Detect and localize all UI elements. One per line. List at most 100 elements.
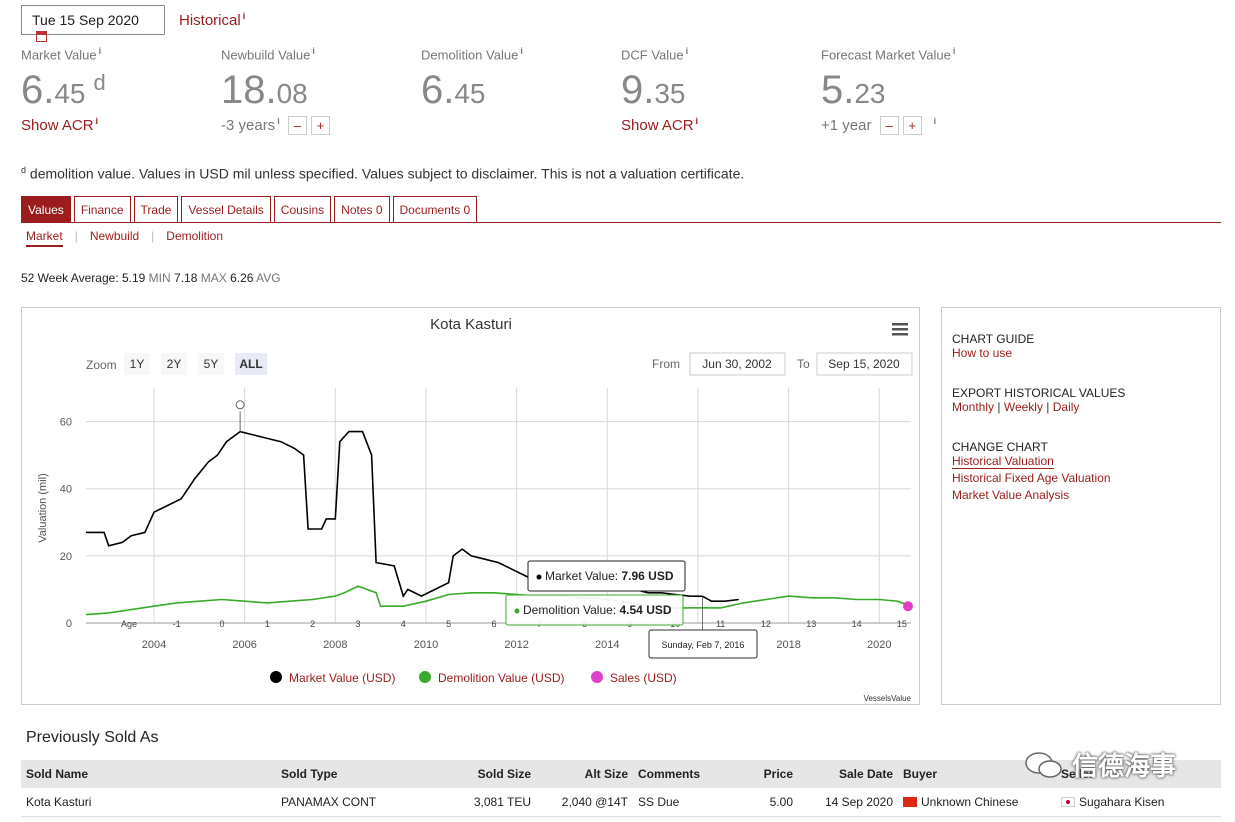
age-tick-label: 3 [355, 619, 360, 629]
x-tick-label: 2020 [867, 639, 891, 651]
column-header[interactable]: Alt Size [536, 760, 633, 788]
age-tick-label: 2 [310, 619, 315, 629]
increment-button[interactable]: + [902, 116, 922, 136]
zoom-2y-button[interactable]: 2Y [161, 353, 187, 375]
x-tick-label: 2008 [323, 639, 347, 651]
y-tick-label: 40 [60, 484, 72, 496]
info-icon[interactable]: i [95, 116, 99, 127]
increment-button[interactable]: + [310, 116, 330, 136]
to-date-input[interactable] [816, 352, 913, 376]
info-icon[interactable]: i [277, 116, 280, 127]
comments-link[interactable]: SS Due [633, 788, 738, 817]
age-tick-label: 11 [716, 619, 725, 629]
svg-text:Sunday, Feb 7, 2016: Sunday, Feb 7, 2016 [662, 640, 745, 650]
zoom-5y-button[interactable]: 5Y [198, 353, 224, 375]
how-to-use-link[interactable]: How to use [952, 346, 1013, 360]
legend-item-2[interactable]: Sales (USD) [591, 671, 677, 685]
date-picker[interactable]: Tue 15 Sep 2020 [21, 5, 165, 42]
subtab-market[interactable]: Market [26, 229, 63, 247]
previously-sold-table: Sold Name Sold Type Sold Size Alt Size C… [21, 760, 1221, 817]
metric-dcf-value: DCF Value i 9.35 Show ACR i [621, 46, 698, 134]
fixed-age-valuation-link[interactable]: Historical Fixed Age Valuation [952, 471, 1111, 485]
metric-forecast-value: Forecast Market Value i 5.23 +1 year – + i [821, 46, 956, 136]
hamburger-menu-icon[interactable] [892, 323, 908, 336]
to-label: To [797, 357, 810, 371]
x-tick-label: 2014 [595, 639, 619, 651]
subtab-newbuild[interactable]: Newbuild [89, 229, 140, 243]
legend-item-1[interactable]: Demolition Value (USD) [419, 671, 565, 685]
demolition-superscript: d [93, 70, 106, 96]
tab-cousins[interactable]: Cousins [273, 196, 332, 222]
column-header[interactable]: Sold Name [21, 760, 276, 788]
export-weekly-link[interactable]: Weekly [1003, 400, 1043, 414]
table-row: Kota Kasturi PANAMAX CONT 3,081 TEU 2,04… [21, 788, 1221, 817]
metric-newbuild-value: Newbuild Value i 18.08 -3 years i – + [221, 46, 330, 136]
decrement-button[interactable]: – [287, 116, 307, 136]
metric-value: 6.45 [421, 68, 486, 113]
tab-vessel-details[interactable]: Vessel Details [181, 196, 271, 222]
info-icon[interactable]: i [952, 46, 956, 56]
metric-value: 9.35 [621, 68, 686, 113]
age-tick-label: 15 [897, 619, 907, 629]
svg-text:ALL: ALL [239, 357, 262, 371]
decrement-button[interactable]: – [879, 116, 899, 136]
zoom-1y-button[interactable]: 1Y [124, 353, 150, 375]
column-header[interactable]: Sold Size [426, 760, 536, 788]
tab-finance[interactable]: Finance [73, 196, 131, 222]
metric-label: Newbuild Value [221, 47, 311, 63]
buyer-link[interactable]: Unknown Chinese [898, 788, 1056, 817]
sale-date: 14 Sep 2020 [798, 788, 898, 817]
svg-text:Market Value (USD): Market Value (USD) [289, 671, 395, 685]
metric-market-value: Market Value i 6.45 d Show ACR i [21, 46, 106, 134]
show-acr-link[interactable]: Show ACR i [21, 116, 99, 135]
subtab-demolition[interactable]: Demolition [166, 229, 223, 243]
info-icon[interactable]: i [312, 46, 315, 56]
show-acr-link[interactable]: Show ACR i [621, 116, 699, 135]
seller-link[interactable]: Sugahara Kisen [1056, 788, 1221, 817]
tab-values[interactable]: Values [21, 196, 71, 222]
legend-item-0[interactable]: Market Value (USD) [270, 671, 395, 685]
previously-sold-heading: Previously Sold As [26, 729, 159, 746]
historical-label: Historical [179, 12, 241, 29]
age-tick-label: 0 [219, 619, 224, 629]
watermark-text: 信德海事 [1072, 751, 1177, 781]
column-header[interactable]: Comments [633, 760, 738, 788]
metric-value: 5.23 [821, 68, 886, 113]
from-date-input[interactable] [689, 352, 786, 376]
sold-type: PANAMAX CONT [276, 788, 426, 817]
x-tick-label: 2010 [414, 639, 438, 651]
market-value-analysis-link[interactable]: Market Value Analysis [952, 488, 1070, 502]
age-tick-label: 1 [265, 619, 270, 629]
sales-point[interactable] [903, 601, 913, 612]
info-icon[interactable]: i [98, 46, 102, 56]
info-icon[interactable]: i [242, 11, 246, 21]
y-tick-label: 60 [60, 417, 72, 429]
chart-credit: VesselsValue [864, 694, 912, 703]
chart-title: Kota Kasturi [430, 316, 512, 333]
column-header[interactable]: Seller [1056, 760, 1221, 788]
column-header[interactable]: Sale Date [798, 760, 898, 788]
metric-demolition-value: Demolition Value i 6.45 [421, 46, 523, 110]
tab-trade[interactable]: Trade [133, 196, 179, 222]
info-icon[interactable]: i [933, 116, 937, 127]
tab-documents[interactable]: Documents 0 [392, 196, 478, 222]
peak-marker[interactable] [235, 400, 245, 410]
calendar-icon[interactable] [36, 31, 47, 42]
historical-valuation-link[interactable]: Historical Valuation [952, 454, 1054, 469]
metric-label: DCF Value [621, 47, 684, 63]
info-icon[interactable]: i [520, 46, 523, 56]
info-icon[interactable]: i [695, 116, 699, 127]
column-header[interactable]: Price [738, 760, 798, 788]
historical-link[interactable]: Historical i [179, 11, 245, 29]
zoom-all-button[interactable]: ALL [235, 353, 267, 375]
info-icon[interactable]: i [685, 46, 689, 56]
x-tick-label: 2018 [776, 639, 800, 651]
export-daily-link[interactable]: Daily [1052, 400, 1080, 414]
series-line-1 [85, 585, 912, 616]
x-tick-label: 2012 [504, 639, 528, 651]
from-label: From [652, 357, 680, 371]
metric-value: 18.08 [221, 68, 308, 113]
export-monthly-link[interactable]: Monthly [952, 400, 995, 414]
column-header[interactable]: Sold Type [276, 760, 426, 788]
tab-notes[interactable]: Notes 0 [334, 196, 390, 222]
